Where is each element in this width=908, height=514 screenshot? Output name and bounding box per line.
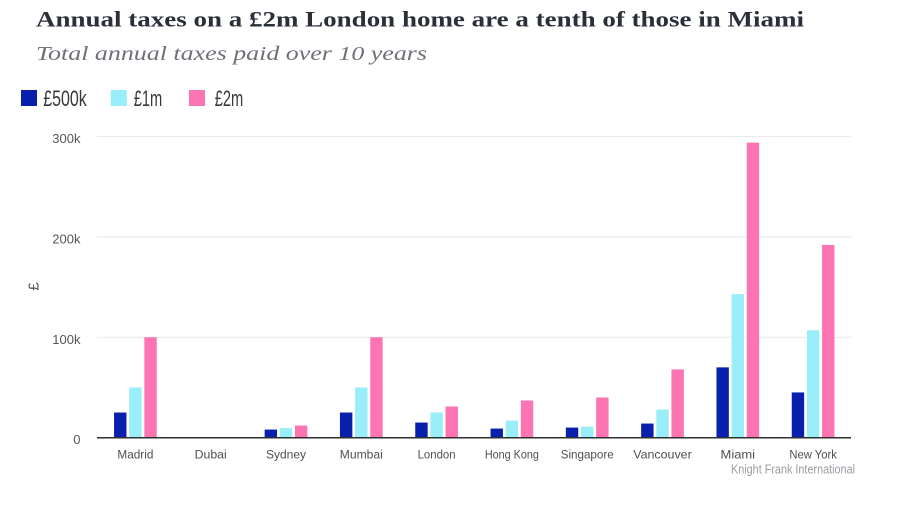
- svg-text:Mumbai: Mumbai: [340, 448, 383, 462]
- svg-text:£500k: £500k: [43, 86, 87, 111]
- svg-text:Singapore: Singapore: [561, 448, 614, 462]
- svg-text:Madrid: Madrid: [117, 448, 153, 462]
- svg-text:New York: New York: [789, 448, 837, 462]
- svg-text:Sydney: Sydney: [266, 448, 307, 462]
- svg-text:Annual taxes on a £2m London h: Annual taxes on a £2m London home are a …: [36, 7, 804, 32]
- svg-text:Knight Frank International: Knight Frank International: [731, 463, 855, 477]
- svg-text:Miami: Miami: [721, 448, 756, 462]
- svg-text:£1m: £1m: [134, 86, 163, 111]
- svg-text:Vancouver: Vancouver: [633, 448, 692, 462]
- svg-text:Total annual taxes paid over 1: Total annual taxes paid over 10 years: [36, 43, 427, 65]
- svg-text:£: £: [26, 282, 43, 291]
- svg-text:£2m: £2m: [215, 86, 244, 111]
- svg-text:0: 0: [73, 432, 80, 447]
- svg-text:200k: 200k: [52, 232, 81, 247]
- svg-text:Dubai: Dubai: [195, 448, 227, 462]
- svg-text:100k: 100k: [52, 332, 81, 347]
- svg-text:Hong Kong: Hong Kong: [485, 448, 539, 462]
- svg-text:300k: 300k: [52, 131, 81, 146]
- svg-text:London: London: [418, 448, 456, 462]
